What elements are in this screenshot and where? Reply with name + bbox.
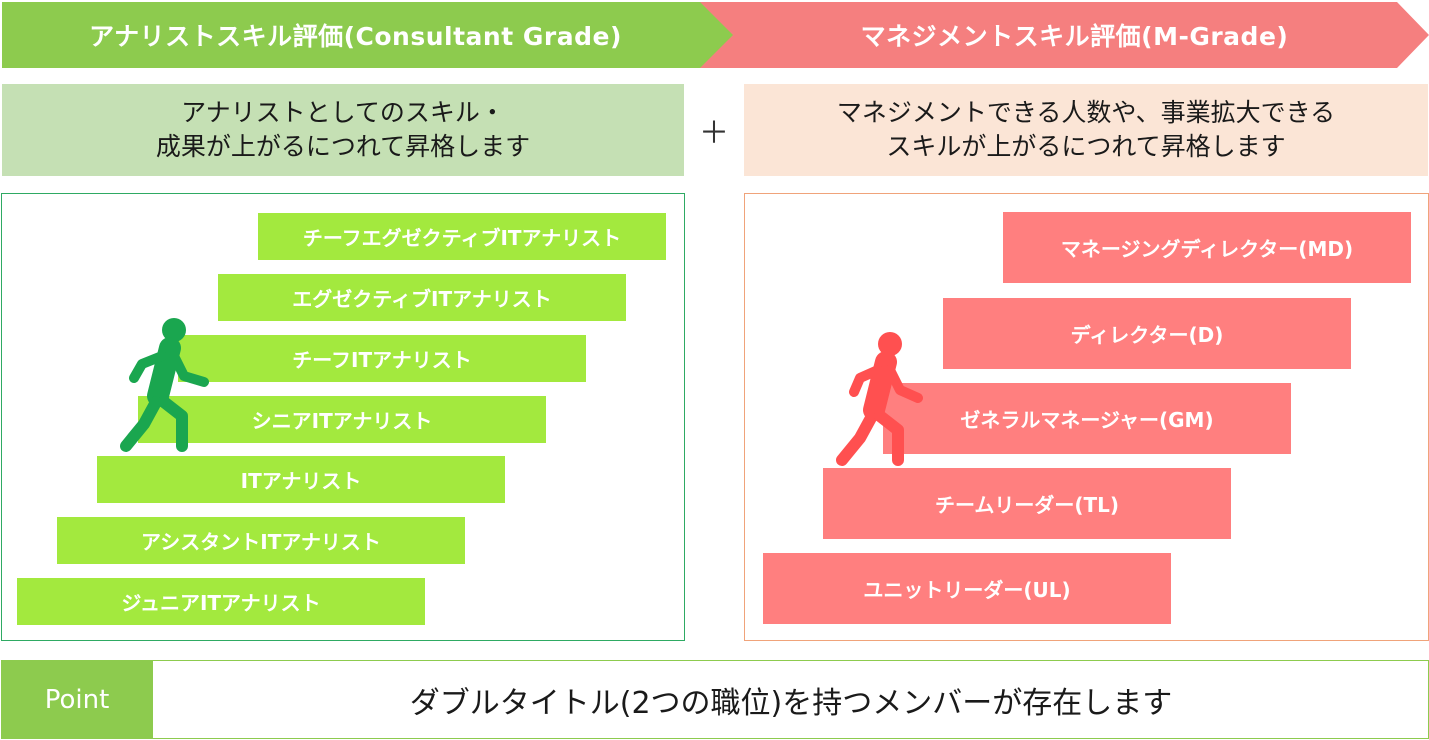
point-box (1, 660, 1429, 739)
management-grade-step: ディレクター(D) (943, 298, 1351, 369)
plus-sign: ＋ (699, 116, 729, 151)
management-grade-step: ゼネラルマネージャー(GM) (883, 383, 1291, 454)
analyst-skill-header: アナリストスキル評価(Consultant Grade) (2, 2, 737, 68)
analyst-description-line1: アナリストとしてのスキル・ (181, 98, 505, 127)
management-description: マネジメントできる人数や、事業拡大できる スキルが上がるにつれて昇格します (744, 84, 1428, 176)
analyst-grade-step: エグゼクティブITアナリスト (218, 274, 626, 321)
analyst-grade-step: チーフITアナリスト (178, 335, 586, 382)
management-grade-step: チームリーダー(TL) (823, 468, 1231, 539)
analyst-grade-step: アシスタントITアナリスト (57, 517, 465, 564)
analyst-description-line2: 成果が上がるにつれて昇格します (155, 132, 531, 161)
analyst-grade-step: ITアナリスト (97, 456, 505, 503)
walking-person-icon (120, 318, 209, 452)
analyst-grade-step: チーフエグゼクティブITアナリスト (258, 213, 666, 260)
analyst-grade-step: シニアITアナリスト (138, 396, 546, 443)
point-label: Point (1, 660, 153, 739)
analyst-skill-header-title: アナリストスキル評価(Consultant Grade) (89, 22, 622, 51)
walking-person-icon (836, 332, 923, 466)
analyst-grade-step: ジュニアITアナリスト (17, 578, 425, 625)
management-skill-header: マネジメントスキル評価(M-Grade) (700, 2, 1429, 68)
management-description-line1: マネジメントできる人数や、事業拡大できる (836, 98, 1336, 127)
management-skill-header-title: マネジメントスキル評価(M-Grade) (860, 22, 1289, 51)
analyst-description: アナリストとしてのスキル・ 成果が上がるにつれて昇格します (2, 84, 684, 176)
management-grade-step: ユニットリーダー(UL) (763, 553, 1171, 624)
management-grade-step: マネージングディレクター(MD) (1003, 212, 1411, 283)
management-description-line2: スキルが上がるにつれて昇格します (886, 132, 1286, 161)
point-text: ダブルタイトル(2つの職位)を持つメンバーが存在します (409, 685, 1173, 721)
